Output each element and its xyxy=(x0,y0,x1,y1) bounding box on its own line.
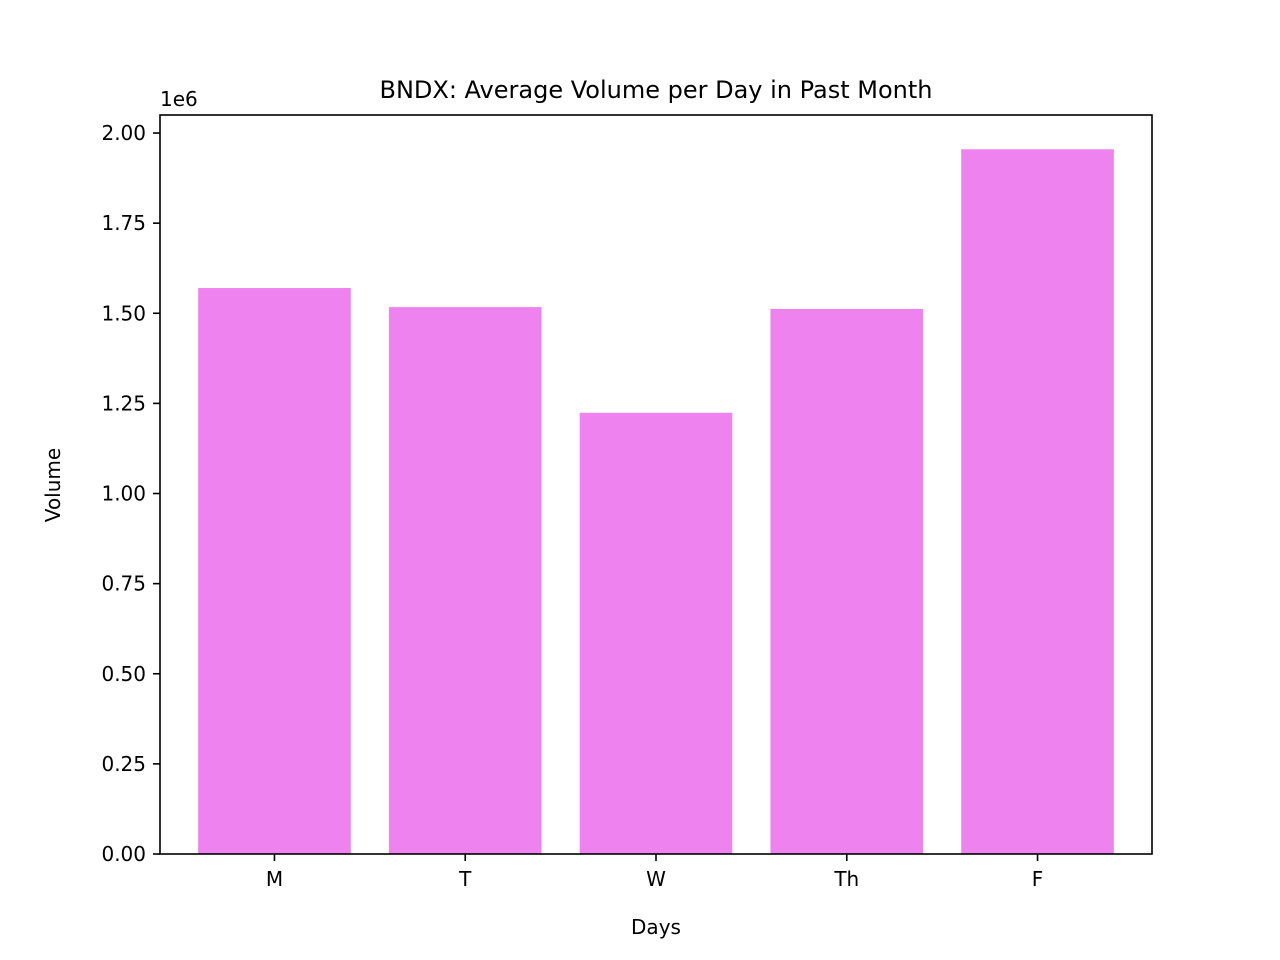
y-axis-offset-label: 1e6 xyxy=(160,87,198,111)
x-tick-label: F xyxy=(1032,867,1044,891)
y-axis-ticks: 0.00 0.25 0.50 0.75 1.00 1.25 1.50 1.75 2.00 xyxy=(101,121,160,866)
y-tick-label: 0.00 xyxy=(101,842,146,866)
x-tick-label: M xyxy=(266,867,283,891)
bar-w xyxy=(579,412,733,854)
y-tick-label: 0.75 xyxy=(101,572,146,596)
x-axis-ticks: M T W Th F xyxy=(266,854,1043,891)
x-tick-label: T xyxy=(458,867,472,891)
y-axis-label: Volume xyxy=(41,448,65,522)
bar-m xyxy=(198,288,351,854)
bar-t xyxy=(388,307,542,854)
y-tick-label: 0.50 xyxy=(101,662,146,686)
bar-th xyxy=(770,308,924,854)
plot-frame xyxy=(159,114,1153,855)
x-tick-label: W xyxy=(646,867,666,891)
y-tick-label: 1.25 xyxy=(101,391,146,415)
x-axis-label: Days xyxy=(631,915,681,939)
bar-f xyxy=(961,149,1114,854)
chart-title: BNDX: Average Volume per Day in Past Mon… xyxy=(379,76,932,104)
y-tick-label: 1.75 xyxy=(101,211,146,235)
y-tick-label: 1.00 xyxy=(101,482,146,506)
y-tick-label: 1.50 xyxy=(101,301,146,325)
x-tick-label: Th xyxy=(833,867,859,891)
bars-group xyxy=(198,149,1114,854)
y-tick-label: 2.00 xyxy=(101,121,146,145)
y-tick-label: 0.25 xyxy=(101,752,146,776)
